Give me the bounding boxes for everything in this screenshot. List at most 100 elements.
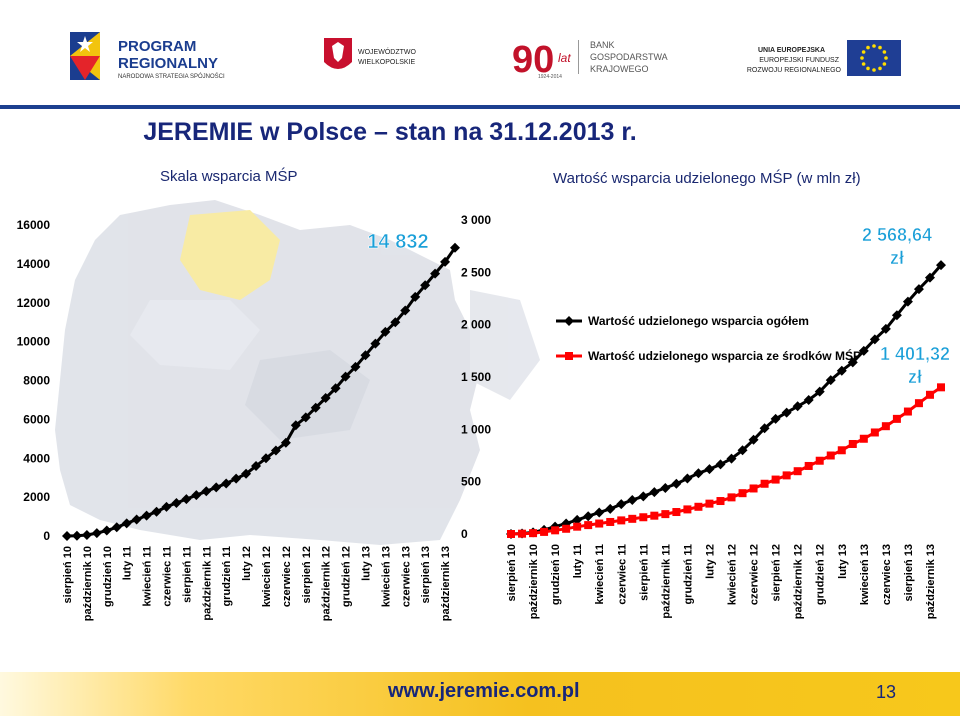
y-tick-label: 500 — [461, 475, 481, 489]
data-point — [540, 527, 549, 536]
data-point — [518, 529, 527, 538]
program-regionalny-logo: PROGRAM REGIONALNY NARODOWA STRATEGIA SP… — [70, 32, 225, 80]
data-point — [848, 439, 857, 448]
x-tick-label: październik 11 — [660, 544, 672, 619]
y-tick-label: 3 000 — [461, 213, 491, 227]
series-line — [510, 264, 943, 536]
data-point — [715, 459, 726, 470]
data-point — [370, 338, 381, 349]
x-tick-label: luty 12 — [241, 546, 253, 581]
data-point — [781, 407, 792, 418]
bank-line2: GOSPODARSTWA — [590, 52, 668, 62]
data-point — [241, 468, 252, 479]
data-point — [693, 468, 704, 479]
data-point — [350, 361, 361, 372]
data-point — [507, 530, 515, 538]
data-point — [440, 256, 451, 267]
chart-skala-wsparcia: 0 2000 4000 6000 8000 10000 12000 14000 16000 sie… — [17, 218, 460, 621]
footer-bar — [0, 672, 960, 716]
data-point — [804, 461, 813, 470]
data-point — [181, 494, 192, 505]
data-point — [936, 260, 946, 271]
data-point — [892, 414, 901, 423]
slide-area: 0 2000 4000 6000 8000 10000 12000 14000 16000 sie… — [0, 109, 960, 672]
data-point — [704, 464, 715, 475]
data-point — [825, 375, 836, 386]
eu-line3: ROZWOJU REGIONALNEGO — [747, 67, 842, 74]
eu-star-icon — [882, 62, 887, 66]
data-point — [826, 451, 835, 460]
data-point — [260, 453, 271, 464]
eu-star-icon — [884, 56, 888, 60]
data-point — [738, 489, 747, 498]
data-point — [694, 502, 703, 511]
x-tick-label: kwiecień 11 — [142, 546, 154, 607]
program-line3: NARODOWA STRATEGIA SPÓJNOŚCI — [118, 72, 225, 80]
years-big: 90 — [512, 39, 554, 81]
eu-line2: EUROPEJSKI FUNDUSZ — [759, 57, 839, 64]
data-point — [573, 522, 582, 531]
poland-map-background — [55, 200, 540, 545]
value-annotation: 14 832 — [367, 231, 428, 253]
data-point — [660, 482, 671, 493]
y-tick-label: 0 — [461, 527, 468, 541]
region-line2: WIELKOPOLSKIE — [358, 59, 416, 66]
data-point — [380, 326, 391, 337]
eu-star-icon — [872, 44, 876, 48]
data-point — [420, 280, 431, 291]
subtitle-left: Skala wsparcia MŚP — [160, 168, 298, 185]
data-point — [81, 530, 92, 541]
data-point — [290, 420, 301, 431]
data-point — [880, 323, 891, 334]
legend-label: Wartość udzielonego wsparcia ogółem — [588, 314, 809, 328]
x-tick-label: grudzień 11 — [682, 544, 694, 605]
data-point — [551, 526, 560, 535]
data-point — [529, 529, 538, 538]
x-tick-label: grudzień 11 — [221, 546, 233, 607]
data-point — [859, 434, 868, 443]
x-tick-label: sierpień 12 — [771, 544, 783, 601]
eu-logo: UNIA EUROPEJSKA EUROPEJSKI FUNDUSZ ROZWO… — [747, 40, 901, 76]
wielkopolskie-logo: WOJEWÓDZTWO WIELKOPOLSKIE — [324, 38, 416, 69]
value-annotation: zł — [908, 367, 922, 387]
data-point — [639, 513, 648, 522]
value-annotation: zł — [890, 248, 904, 268]
x-tick-label: kwiecień 11 — [594, 544, 606, 605]
data-point — [340, 371, 351, 382]
footer-url-link[interactable]: www.jeremie.com.pl — [388, 680, 580, 702]
x-tick-label: październik 10 — [528, 544, 540, 619]
data-point — [726, 453, 737, 464]
data-point — [759, 423, 770, 434]
data-point — [925, 390, 934, 399]
data-point — [649, 487, 660, 498]
data-point — [792, 401, 803, 412]
data-point — [793, 467, 802, 476]
data-point — [616, 499, 627, 510]
y-tick-label: 2 000 — [461, 318, 491, 332]
data-point — [870, 428, 879, 437]
y-tick-label: 2000 — [23, 490, 50, 504]
x-tick-label: czerwiec 13 — [400, 546, 412, 607]
y-tick-label: 10000 — [17, 335, 51, 349]
data-point — [131, 514, 142, 525]
y-tick-label: 0 — [43, 529, 50, 543]
y-tick-label: 8000 — [23, 374, 50, 388]
data-point — [606, 517, 615, 526]
data-point — [201, 486, 212, 497]
y-tick-label: 1 500 — [461, 370, 491, 384]
series-line — [510, 386, 942, 536]
eu-star-icon — [866, 45, 870, 50]
x-tick-label: luty 11 — [122, 546, 134, 580]
data-point — [891, 310, 902, 321]
page-number: 13 — [876, 682, 897, 702]
data-point — [62, 531, 72, 541]
page-title: JEREMIE w Polsce – stan na 31.12.2013 r. — [143, 118, 637, 146]
program-line1: PROGRAM — [118, 38, 196, 55]
data-point — [661, 510, 670, 519]
region-line1: WOJEWÓDZTWO — [358, 47, 416, 56]
legend-marker — [565, 352, 573, 360]
data-point — [881, 422, 890, 431]
data-point — [141, 510, 152, 521]
data-point — [400, 305, 411, 316]
data-point — [211, 482, 222, 493]
